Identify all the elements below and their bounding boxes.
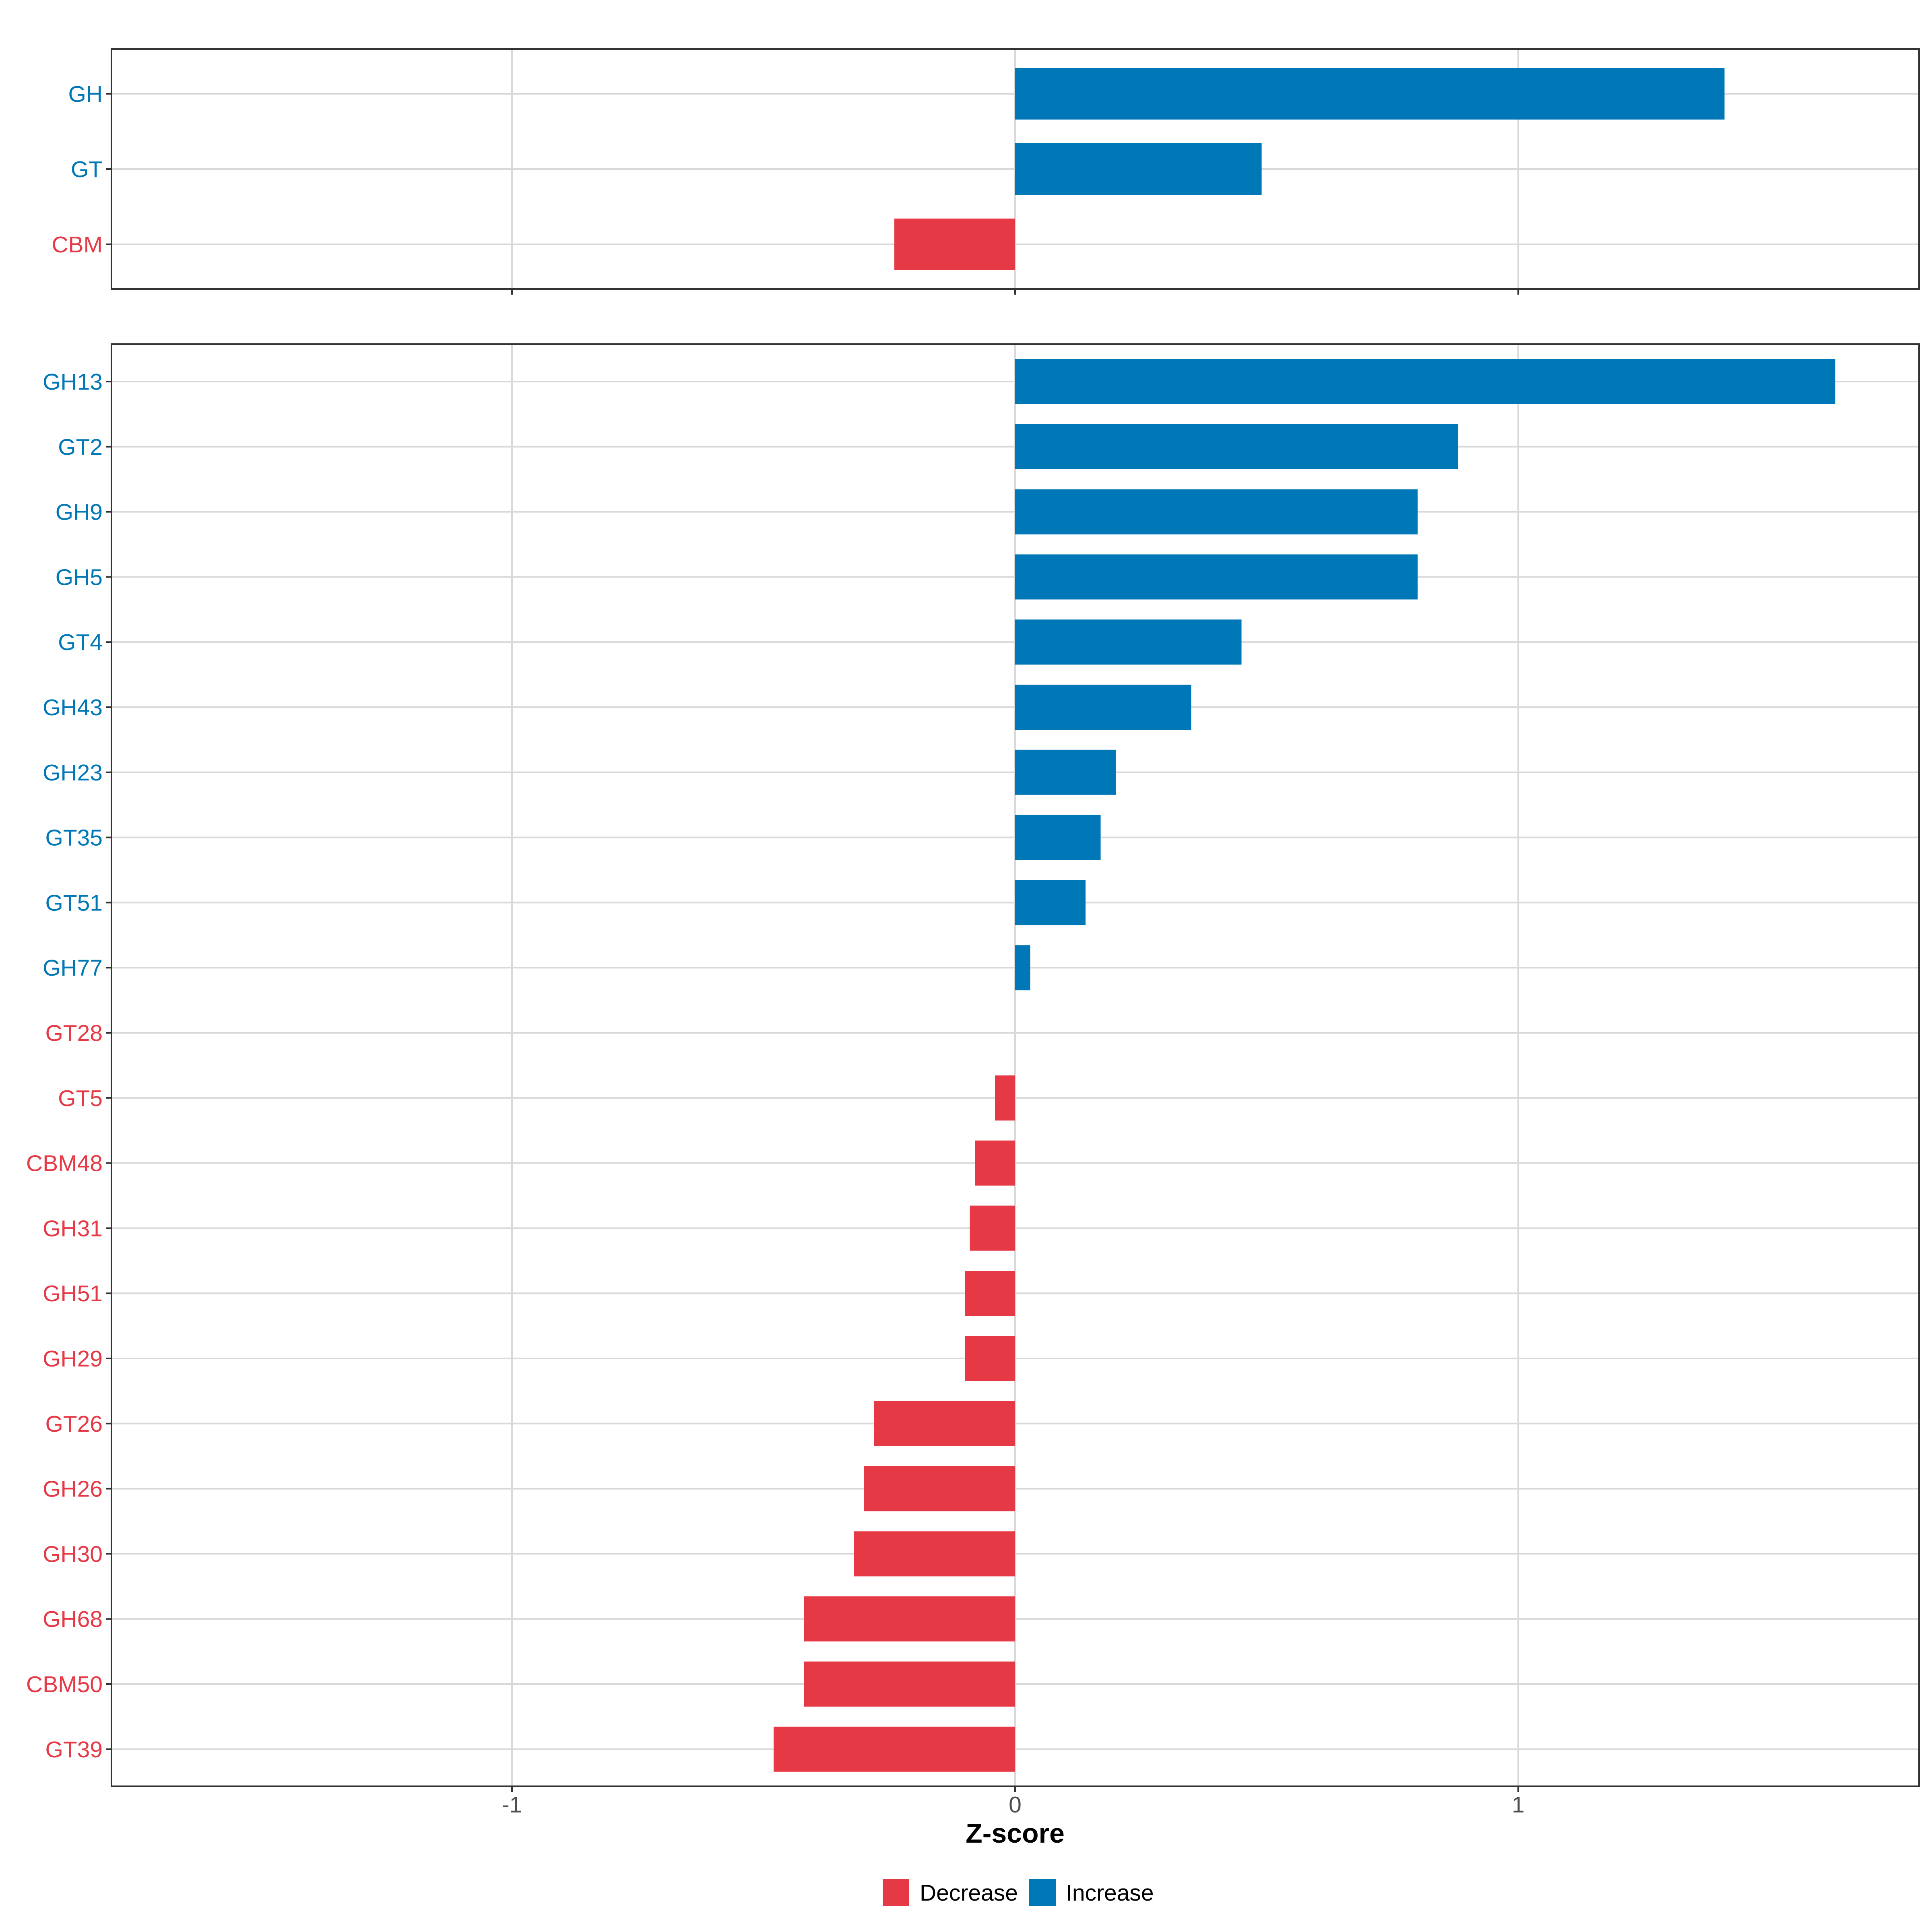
y-tick-label-gh30: GH30: [43, 1541, 103, 1567]
y-tick-label-gh5: GH5: [56, 564, 103, 590]
bar-gh30: [854, 1531, 1015, 1577]
y-tick-label-gh29: GH29: [43, 1346, 103, 1372]
bar-gt35: [1015, 815, 1101, 860]
y-tick-label-cbm: CBM: [52, 232, 103, 258]
y-tick-label-gh31: GH31: [43, 1216, 103, 1241]
y-tick-label-gh68: GH68: [43, 1606, 103, 1632]
x-axis: -1 0 1: [502, 1792, 1525, 1818]
bar-gh43: [1015, 685, 1191, 730]
x-tick-label: -1: [502, 1792, 522, 1818]
y-tick-label-gh51: GH51: [43, 1281, 103, 1307]
y-tick-label-gt28: GT28: [45, 1020, 103, 1046]
y-tick-label-gt51: GT51: [45, 890, 103, 916]
y-tick-label-gt39: GT39: [45, 1737, 103, 1763]
family-panel: GH13 GT2 GH9 GH5 GT4 GH43 GH23 GT35 GT51 GH77 GT28…: [26, 343, 1920, 1792]
bar-gh23: [1015, 749, 1116, 795]
y-tick-label-gt5: GT5: [58, 1086, 103, 1111]
legend-label-increase: Increase: [1066, 1880, 1154, 1906]
class-panel: GH GT CBM: [52, 48, 1920, 295]
x-axis-title: Z-score: [966, 1818, 1065, 1849]
legend: Decrease Increase: [883, 1879, 1154, 1906]
bar-gh26: [864, 1466, 1015, 1511]
y-tick-label-gt2: GT2: [58, 434, 103, 460]
bar-gh68: [804, 1596, 1015, 1642]
y-tick-label-gh23: GH23: [43, 760, 103, 786]
bar-gh13: [1015, 359, 1835, 404]
y-tick-label-cbm50: CBM50: [26, 1672, 103, 1697]
y-tick-label-gh43: GH43: [43, 695, 103, 720]
bar-cbm: [894, 219, 1015, 270]
bar-gt5: [995, 1075, 1015, 1121]
legend-label-decrease: Decrease: [920, 1880, 1018, 1906]
legend-swatch-decrease: [883, 1879, 909, 1906]
y-tick-label-cbm48: CBM48: [26, 1151, 103, 1177]
bar-gt: [1015, 143, 1262, 195]
bar-gh77: [1015, 945, 1030, 991]
y-tick-label-gt35: GT35: [45, 825, 103, 851]
bar-gh9: [1015, 489, 1418, 535]
y-tick-label-gh26: GH26: [43, 1476, 103, 1502]
y-tick-label-gt26: GT26: [45, 1411, 103, 1437]
legend-swatch-increase: [1029, 1879, 1056, 1906]
bar-gt26: [874, 1401, 1015, 1446]
bar-gt4: [1015, 619, 1242, 665]
y-tick-label-gt4: GT4: [58, 630, 103, 655]
y-tick-label-gt: GT: [71, 157, 103, 182]
y-tick-label-gh9: GH9: [56, 500, 103, 525]
y-tick-label-gh: GH: [68, 81, 103, 107]
bar-gh31: [970, 1205, 1015, 1251]
x-tick-label: 0: [1009, 1792, 1022, 1818]
bar-cbm50: [804, 1662, 1015, 1707]
bar-gt51: [1015, 880, 1086, 925]
bar-cbm48: [975, 1140, 1015, 1186]
y-tick-label-gh77: GH77: [43, 955, 103, 981]
x-tick-label: 1: [1512, 1792, 1525, 1818]
bar-gh5: [1015, 554, 1418, 600]
bar-gh29: [965, 1336, 1015, 1381]
y-tick-label-gh13: GH13: [43, 369, 103, 395]
bar-gh51: [965, 1271, 1015, 1316]
bar-gt2: [1015, 424, 1458, 469]
bar-gh: [1015, 68, 1725, 120]
bar-gt39: [774, 1726, 1015, 1772]
